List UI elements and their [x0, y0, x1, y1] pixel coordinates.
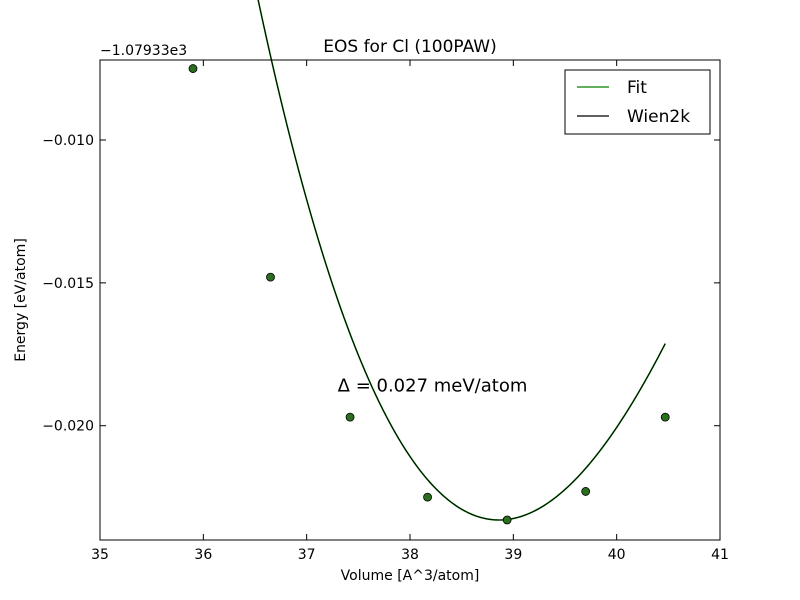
data-point — [423, 492, 432, 502]
legend-entry-fit: Fit — [627, 78, 647, 98]
data-point — [502, 515, 512, 525]
data-point — [188, 64, 198, 73]
series-line-wien2k — [257, 0, 666, 521]
x-tick-label: 39 — [504, 547, 522, 563]
y-tick-label: −0.015 — [42, 276, 94, 292]
data-point — [266, 272, 275, 282]
data-point — [345, 412, 355, 422]
data-point — [660, 412, 670, 422]
x-tick-label: 36 — [194, 547, 212, 563]
data-point — [581, 487, 591, 496]
x-tick-label: 35 — [91, 547, 109, 563]
x-axis: 35 36 37 38 39 40 41 — [91, 60, 729, 563]
y-axis-label: Energy [eV/atom] — [13, 238, 29, 362]
legend: Fit Wien2k — [564, 69, 711, 135]
legend-box — [564, 69, 711, 135]
x-tick-label: 38 — [401, 547, 419, 563]
delta-annotation: Δ = 0.027 meV/atom — [338, 375, 528, 396]
legend-entry-wien2k: Wien2k — [627, 107, 690, 127]
y-tick-label: −0.010 — [42, 133, 94, 149]
x-tick-label: 37 — [298, 547, 316, 563]
x-tick-label: 41 — [711, 547, 729, 563]
y-axis: −0.010 −0.015 −0.020 — [42, 133, 720, 435]
x-tick-label: 40 — [608, 547, 626, 563]
y-axis-offset-label: −1.07933e3 — [100, 43, 187, 59]
x-axis-label: Volume [A^3/atom] — [341, 568, 480, 584]
chart-title: EOS for Cl (100PAW) — [323, 37, 496, 57]
plot-area — [188, 0, 670, 525]
y-tick-label: −0.020 — [42, 419, 94, 435]
